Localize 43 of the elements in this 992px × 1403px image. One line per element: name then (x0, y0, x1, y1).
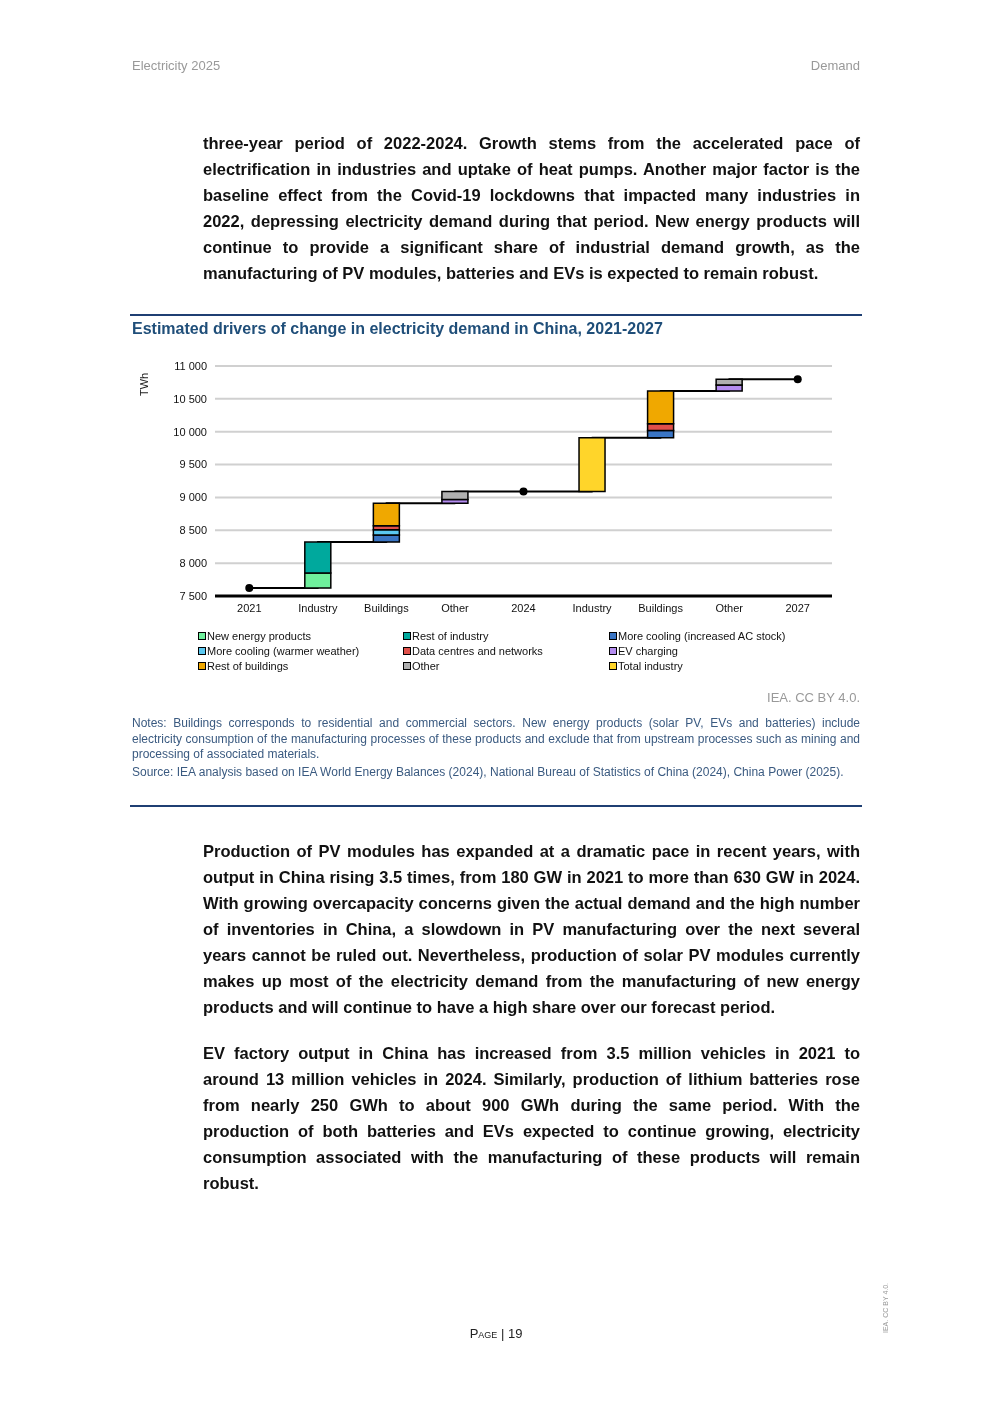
y-tick-label: 8 500 (179, 524, 207, 537)
source-note: Source: IEA analysis based on IEA World Energy Balances (2024), National Bureau of Statistics of China (2024), China Power (2025). (132, 765, 845, 781)
chart-title: Estimated drivers of change in electricity demand in China, 2021-2027 (132, 320, 663, 338)
y-tick-label: 8 000 (179, 557, 207, 570)
bar (441, 490, 469, 501)
y-axis-title: TWh (138, 372, 150, 396)
legend-label: More cooling (increased AC stock) (617, 630, 787, 642)
y-tick-label: 7 500 (179, 589, 207, 602)
legend-label: New energy products (206, 630, 312, 642)
y-tick-label: 11 000 (174, 359, 207, 372)
x-tick-label: Other (441, 601, 470, 614)
text: Production of PV modules has expanded at a dramatic pace in recent years, with output in China rising 3.5 times, from 180 GW in 2021 to more than 630 GW in 2024. With growing overcapacity concerns given the actual demand and the high number of inventories in China, a slowdown in PV manufacturing over the next several years cannot be ruled out. Nevertheless, production of solar PV modules currently makes up most of the electricity demand from the manufacturing of new energy products and will continue to have a high share over our forecast period. (203, 841, 860, 1018)
text: three-year period of 2022-2024. Growth stems from the accelerated pace of electrification in industries and uptake of heat pumps. Another major factor is the baseline effect from the Covid-19 lockdowns that impacted many industries in 2022, depressing electricity demand during that period. New energy products will continue to provide a significant share of industrial demand growth, as the manufacturing of PV modules, batteries and EVs is expected to remain robust. (203, 133, 860, 284)
x-tick-label: Buildings (364, 601, 410, 614)
x-tick-label: Other (715, 601, 744, 614)
x-tick-label: 2021 (237, 601, 262, 614)
point (245, 584, 254, 593)
y-tick-label: 10 000 (173, 425, 207, 438)
text: Electricity 2025 (132, 58, 221, 73)
legend-label: Rest of industry (411, 630, 490, 642)
legend-label: Other (411, 660, 441, 672)
text: EV factory output in China has increased from 3.5 million vehicles in 2021 to around 13 million vehicles in 2024. Similarly, production of lithium batteries rose from nearly 250 GWh to about 900 GWh during the same period. With the production of both batteries and EVs expected to continue growing, electricity consumption associated with the manufacturing of these products will remain robust. (203, 1043, 860, 1194)
text: Page | 19 (469, 1326, 523, 1341)
x-tick-label: 2024 (511, 601, 536, 614)
y-tick-label: 9 500 (179, 458, 207, 471)
bar (578, 436, 606, 493)
x-tick-label: Industry (298, 601, 338, 614)
bar (372, 502, 401, 527)
x-tick-label: Buildings (638, 601, 684, 614)
legend-label: More cooling (warmer weather) (206, 645, 361, 657)
text: Demand (810, 58, 860, 73)
point (519, 487, 528, 496)
x-tick-label: 2027 (785, 601, 810, 614)
text: IEA. CC BY 4.0. (767, 690, 860, 705)
y-tick-label: 9 000 (179, 491, 207, 504)
legend-label: Data centres and networks (411, 645, 544, 657)
text: Notes: Buildings corresponds to residential and commercial sectors. New energy products (solar PV, EVs and batteries) include electricity consumption of the manufacturing processes of these products and exclude that from upstream processes such as mining and processing of associated materials. (132, 716, 860, 763)
legend-label: Total industry (617, 660, 684, 672)
legend-label: EV charging (617, 645, 679, 657)
legend-label: Rest of buildings (206, 660, 290, 672)
y-tick-label: 10 500 (173, 392, 207, 405)
x-tick-label: Industry (572, 601, 613, 614)
point (793, 375, 802, 384)
